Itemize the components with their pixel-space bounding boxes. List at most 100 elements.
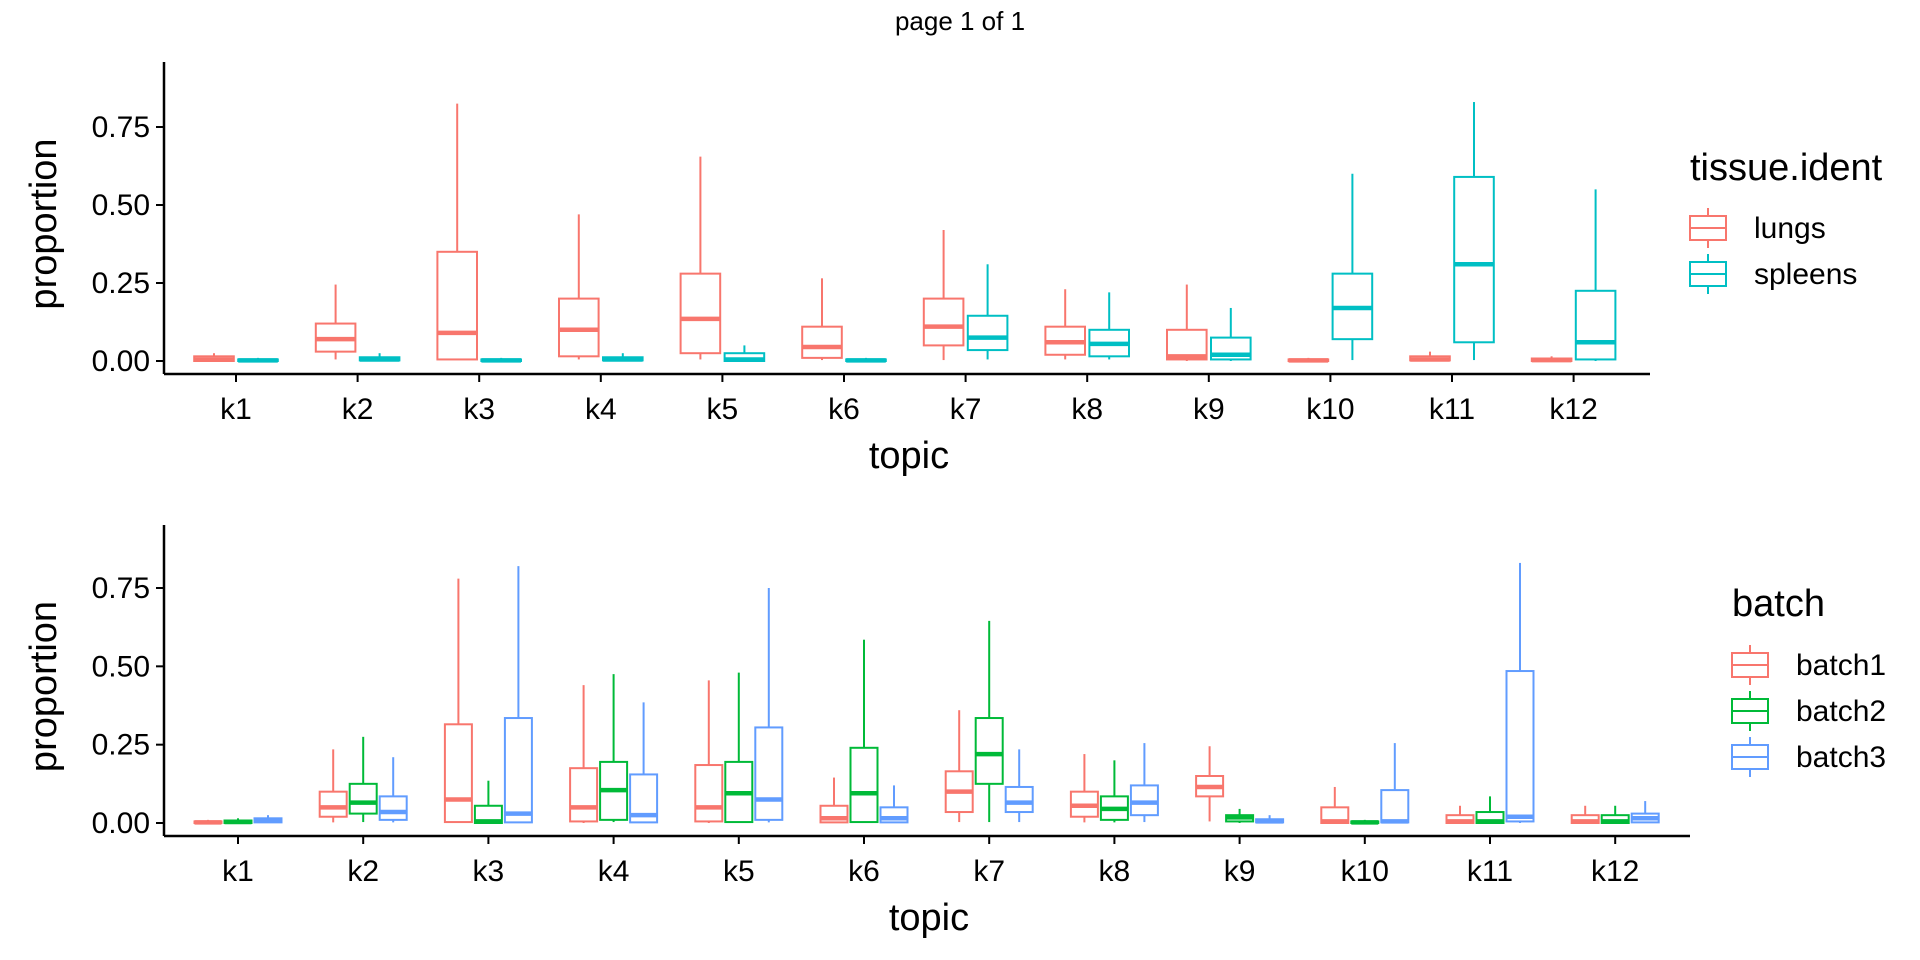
legend-label: batch1 xyxy=(1796,649,1886,682)
box-spleens-k11 xyxy=(1453,102,1495,361)
box-batch3-k8 xyxy=(1129,743,1159,823)
box-spleens-k3 xyxy=(480,357,522,363)
box-iqr xyxy=(1129,784,1159,817)
y-tick-label: 0.25 xyxy=(92,729,150,762)
box-batch3-k2 xyxy=(378,757,408,823)
chart-panel-1: 0.00 0.25 0.50 0.75 k1 k2 k3 k4 k5 k6 k7 k8 k9 k10 k11… xyxy=(23,62,1883,477)
x-tick-label: k5 xyxy=(707,393,739,426)
y-tick-label: 0.75 xyxy=(92,111,150,144)
x-tick-label: k4 xyxy=(585,393,617,426)
box-lungs-k3 xyxy=(436,103,478,361)
x-axis-title: topic xyxy=(869,435,949,477)
box-batch2-k10 xyxy=(1350,819,1380,825)
box-spleens-k7 xyxy=(966,264,1009,360)
box-iqr xyxy=(754,726,784,821)
box-iqr xyxy=(1574,289,1617,361)
box-lungs-k11 xyxy=(1409,351,1451,362)
box-iqr xyxy=(1380,789,1410,824)
box-spleens-k4 xyxy=(602,353,644,362)
box-batch2-k8 xyxy=(1099,760,1129,823)
box-lungs-k8 xyxy=(1044,289,1087,360)
box-spleens-k1 xyxy=(237,357,279,363)
box-spleens-k12 xyxy=(1574,189,1617,361)
box-batch1-k2 xyxy=(318,749,348,823)
box-batch2-k9 xyxy=(1225,808,1255,823)
box-batch3-k3 xyxy=(503,566,533,824)
y-tick-label: 0.00 xyxy=(92,345,150,378)
box-batch3-k12 xyxy=(1630,801,1660,824)
box-batch3-k1 xyxy=(253,815,283,824)
box-batch2-k6 xyxy=(849,639,879,824)
legend-title: tissue.ident xyxy=(1690,147,1883,189)
box-lungs-k9 xyxy=(1166,284,1208,361)
box-batch3-k4 xyxy=(629,702,659,824)
x-tick-label: k12 xyxy=(1549,393,1597,426)
box-batch3-k7 xyxy=(1004,749,1034,823)
x-tick-label: k9 xyxy=(1224,855,1256,888)
legend-label: batch2 xyxy=(1796,695,1886,728)
box-iqr xyxy=(318,790,348,818)
box-lungs-k7 xyxy=(922,229,965,361)
box-batch2-k3 xyxy=(473,780,503,824)
x-tick-label: k11 xyxy=(1429,393,1475,426)
box-batch2-k7 xyxy=(974,620,1004,823)
y-axis-title: proportion xyxy=(23,138,65,309)
box-iqr xyxy=(974,717,1004,785)
box-batch1-k5 xyxy=(694,680,724,823)
x-tick-label: k3 xyxy=(473,855,505,888)
box-iqr xyxy=(436,250,478,361)
legend-label: spleens xyxy=(1754,258,1857,291)
box-iqr xyxy=(443,723,473,824)
box-batch1-k1 xyxy=(193,819,223,825)
box-batch2-k2 xyxy=(348,736,378,823)
x-tick-label: k10 xyxy=(1306,393,1354,426)
box-batch1-k10 xyxy=(1320,786,1350,824)
box-batch1-k11 xyxy=(1445,805,1475,825)
box-batch2-k5 xyxy=(724,672,754,824)
legend-item-batch1: batch1 xyxy=(1731,645,1886,685)
box-batch1-k3 xyxy=(443,578,473,824)
x-tick-label: k4 xyxy=(598,855,630,888)
y-tick-label: 0.50 xyxy=(92,189,150,222)
box-lungs-k5 xyxy=(679,156,722,360)
box-batch3-k5 xyxy=(754,588,784,823)
box-batch1-k9 xyxy=(1195,746,1225,822)
box-iqr xyxy=(1004,785,1034,814)
legend-label: lungs xyxy=(1754,212,1826,245)
x-tick-label: k6 xyxy=(848,855,880,888)
y-tick-label: 0.00 xyxy=(92,807,150,840)
x-tick-label: k2 xyxy=(347,855,379,888)
box-iqr xyxy=(801,325,843,359)
box-lungs-k6 xyxy=(801,278,843,361)
x-tick-label: k10 xyxy=(1341,855,1389,888)
x-tick-label: k1 xyxy=(222,855,254,888)
legend-title: batch xyxy=(1732,583,1825,625)
box-batch1-k6 xyxy=(819,777,849,824)
box-iqr xyxy=(694,764,724,823)
box-spleens-k10 xyxy=(1331,173,1374,361)
box-lungs-k10 xyxy=(1287,357,1330,363)
box-iqr xyxy=(569,767,599,823)
box-iqr xyxy=(503,717,533,824)
x-tick-label: k8 xyxy=(1071,393,1103,426)
box-batch2-k12 xyxy=(1600,805,1630,825)
box-batch1-k12 xyxy=(1570,805,1600,825)
x-tick-label: k6 xyxy=(828,393,860,426)
legend-item-batch2: batch2 xyxy=(1731,691,1886,731)
box-batch1-k8 xyxy=(1069,754,1099,823)
legend-item-lungs: lungs xyxy=(1689,208,1826,248)
chart-panel-2: 0.00 0.25 0.50 0.75 k1 k2 k3 k4 k5 k6 k7 k8 k9 k10 k11… xyxy=(23,525,1886,939)
box-batch1-k4 xyxy=(569,685,599,823)
x-tick-label: k11 xyxy=(1467,855,1513,888)
box-batch3-k9 xyxy=(1255,815,1285,824)
box-iqr xyxy=(966,314,1009,352)
box-batch2-k1 xyxy=(223,818,253,825)
y-tick-label: 0.75 xyxy=(92,572,150,605)
box-iqr xyxy=(378,795,408,821)
box-iqr xyxy=(679,272,722,355)
x-tick-label: k9 xyxy=(1193,393,1225,426)
box-iqr xyxy=(348,782,378,815)
y-tick-label: 0.25 xyxy=(92,267,150,300)
box-spleens-k2 xyxy=(358,353,401,362)
box-spleens-k9 xyxy=(1210,307,1252,361)
